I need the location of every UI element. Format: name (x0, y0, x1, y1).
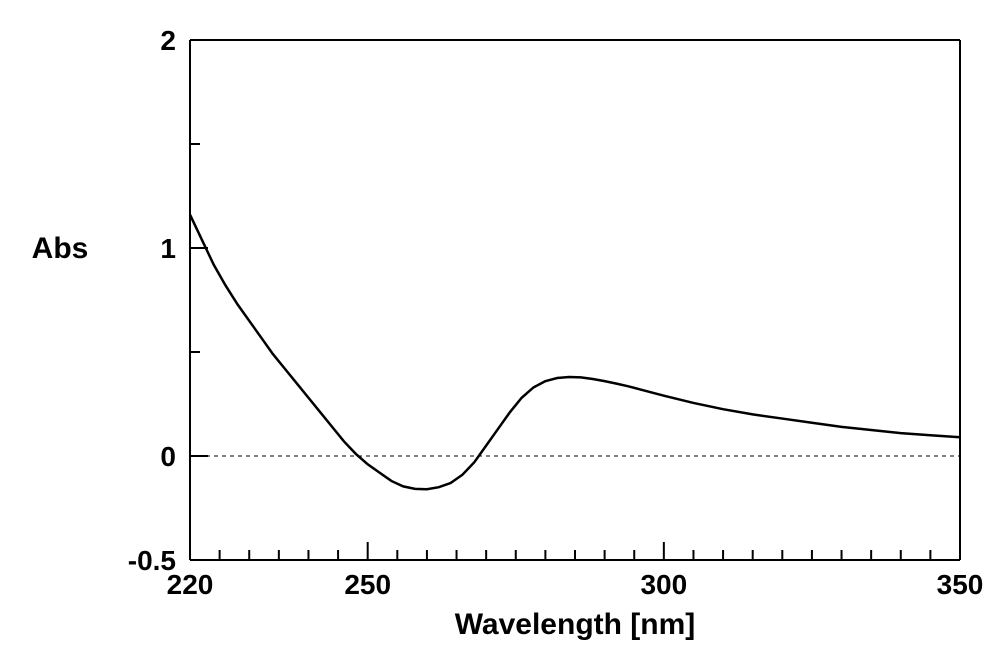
x-tick-label: 250 (344, 569, 391, 600)
y-axis-title: Abs (32, 232, 89, 265)
chart-container: 220250300350-0.5012Wavelength [nm]Abs (0, 0, 1000, 659)
x-tick-label: 300 (640, 569, 687, 600)
y-tick-label: 0 (160, 441, 176, 472)
y-tick-label: 1 (160, 233, 176, 264)
absorbance-spectrum-chart: 220250300350-0.5012Wavelength [nm]Abs (0, 0, 1000, 659)
x-axis-title: Wavelength [nm] (455, 608, 696, 641)
absorbance-curve (190, 215, 960, 490)
y-tick-label: -0.5 (128, 545, 176, 576)
x-tick-label: 350 (937, 569, 984, 600)
y-tick-label: 2 (160, 25, 176, 56)
